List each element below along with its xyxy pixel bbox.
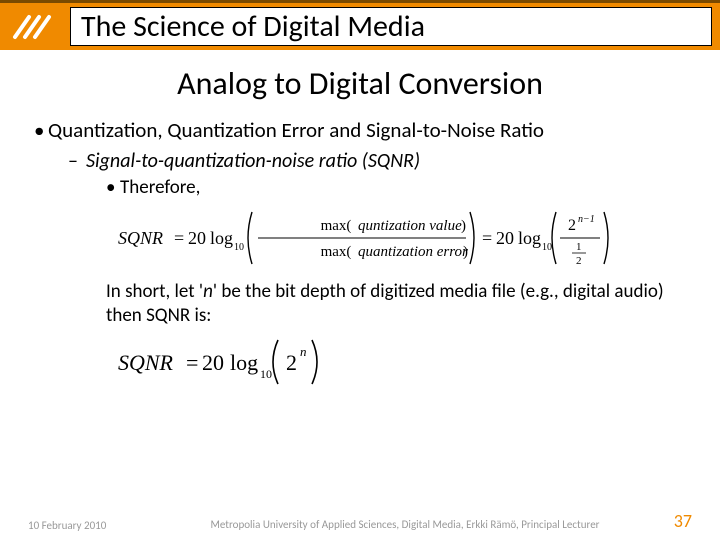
eq2-coeff: 20 [202,350,224,375]
svg-text:quantization error: quantization error [358,244,468,260]
eq1-lhs: SQNR [118,228,163,248]
equation-explanation: In short, let 'n' be the bit depth of di… [106,280,692,328]
svg-text:): ) [461,218,466,234]
footer: 10 February 2010 Metropolia University o… [0,510,720,532]
content-area: •Quantization, Quantization Error and Si… [0,117,720,390]
svg-text:10: 10 [542,242,552,253]
equation-1: SQNR = 20 log 10 max( quntization value … [118,206,692,270]
eq2-lhs: SQNR [118,350,174,375]
bullet-dot-icon: • [106,176,120,200]
bullet-level-3: •Therefore, [106,176,692,200]
slide-subtitle: Analog to Digital Conversion [0,64,720,103]
footer-institution: Metropolia University of Applied Science… [158,518,652,532]
svg-text:max(: max( [321,218,352,234]
svg-text:max(: max( [321,244,352,260]
eq2-log: log [230,350,258,375]
svg-text:n: n [300,344,307,359]
svg-text:2: 2 [286,350,297,375]
slide: The Science of Digital Media Analog to D… [0,0,720,540]
svg-text:): ) [463,244,468,260]
svg-text:quntization value: quntization value [358,218,462,234]
title-bar: The Science of Digital Media [0,0,720,50]
eq1-log: log [210,228,233,248]
bullet-level-2: –Signal-to-quantization-noise ratio (SQN… [68,149,692,174]
eq2-logbase: 10 [260,367,272,381]
eq1-logbase: 10 [234,242,244,253]
svg-text:n−1: n−1 [578,214,595,225]
svg-text:=: = [482,228,492,248]
svg-text:=: = [174,228,184,248]
bullet-1-text: Quantization, Quantization Error and Sig… [48,117,544,143]
page-number: 37 [652,510,692,532]
bullet-dash-icon: – [68,149,86,174]
bullet-dot-icon: • [34,117,48,143]
equation-2: SQNR = 20 log 10 2 n [118,334,692,390]
svg-text:1: 1 [576,241,582,253]
bullet-level-1: •Quantization, Quantization Error and Si… [34,117,692,143]
brand-logo [0,3,70,50]
svg-text:2: 2 [568,217,576,234]
title-box: The Science of Digital Media [70,7,712,46]
eq1-coeff: 20 [188,228,206,248]
bullet-2-text: Signal-to-quantization-noise ratio (SQNR… [86,149,420,173]
svg-text:20: 20 [496,228,514,248]
svg-text:2: 2 [576,255,582,267]
svg-text:=: = [186,350,198,375]
header-title: The Science of Digital Media [81,8,425,45]
footer-date: 10 February 2010 [28,519,158,532]
bullet-3-text: Therefore, [120,176,200,199]
svg-text:log: log [518,228,541,248]
